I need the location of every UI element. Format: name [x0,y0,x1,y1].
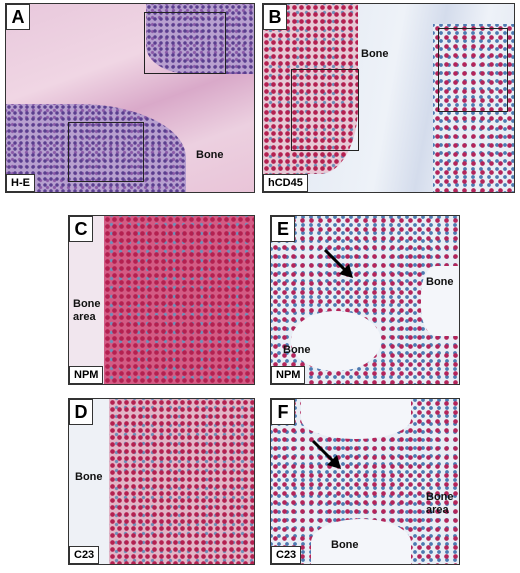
panel-letter: C [69,216,93,242]
panel-letter: F [271,399,295,425]
panel-letter: A [6,4,30,30]
panel-letter: E [271,216,295,242]
tissue-label: Bone [331,539,359,551]
inset-box [438,28,508,112]
panel-letter: B [263,4,287,30]
panel-b: B hCD45 Bone [262,3,515,193]
tissue [433,24,514,192]
stain-label: NPM [69,366,104,384]
stain-label: C23 [271,546,302,564]
panel-letter: D [69,399,93,425]
tissue-label: Bone area [426,491,454,516]
tissue [109,399,254,564]
tissue-label: Bone [361,48,389,60]
stain-label: C23 [69,546,100,564]
stain-label: NPM [271,366,306,384]
panel-c: C NPM Bone area [68,215,255,385]
stain-label: H-E [6,174,35,192]
panel-e: E NPM Bone Bone [270,215,460,385]
tissue [146,4,254,74]
inset-box [144,12,226,74]
arrow [311,439,341,469]
tissue-label: Bone [75,471,103,483]
stain-label: hCD45 [263,174,308,192]
bone-area [421,266,459,336]
bone-area [311,519,411,564]
bone-area [291,311,381,371]
tissue [263,4,358,174]
tissue-label: Bone [196,149,224,161]
tissue-label: Bone [426,276,454,288]
arrow [323,248,353,278]
tissue [104,216,254,384]
bone-area [301,399,411,439]
inset-box [291,69,359,151]
tissue-label: Bone [283,344,311,356]
tissue-label: Bone area [73,298,101,323]
inset-box [68,122,144,182]
panel-d: D C23 Bone [68,398,255,565]
panel-f: F C23 Bone area Bone [270,398,460,565]
panel-a: A H-E Bone [5,3,255,193]
